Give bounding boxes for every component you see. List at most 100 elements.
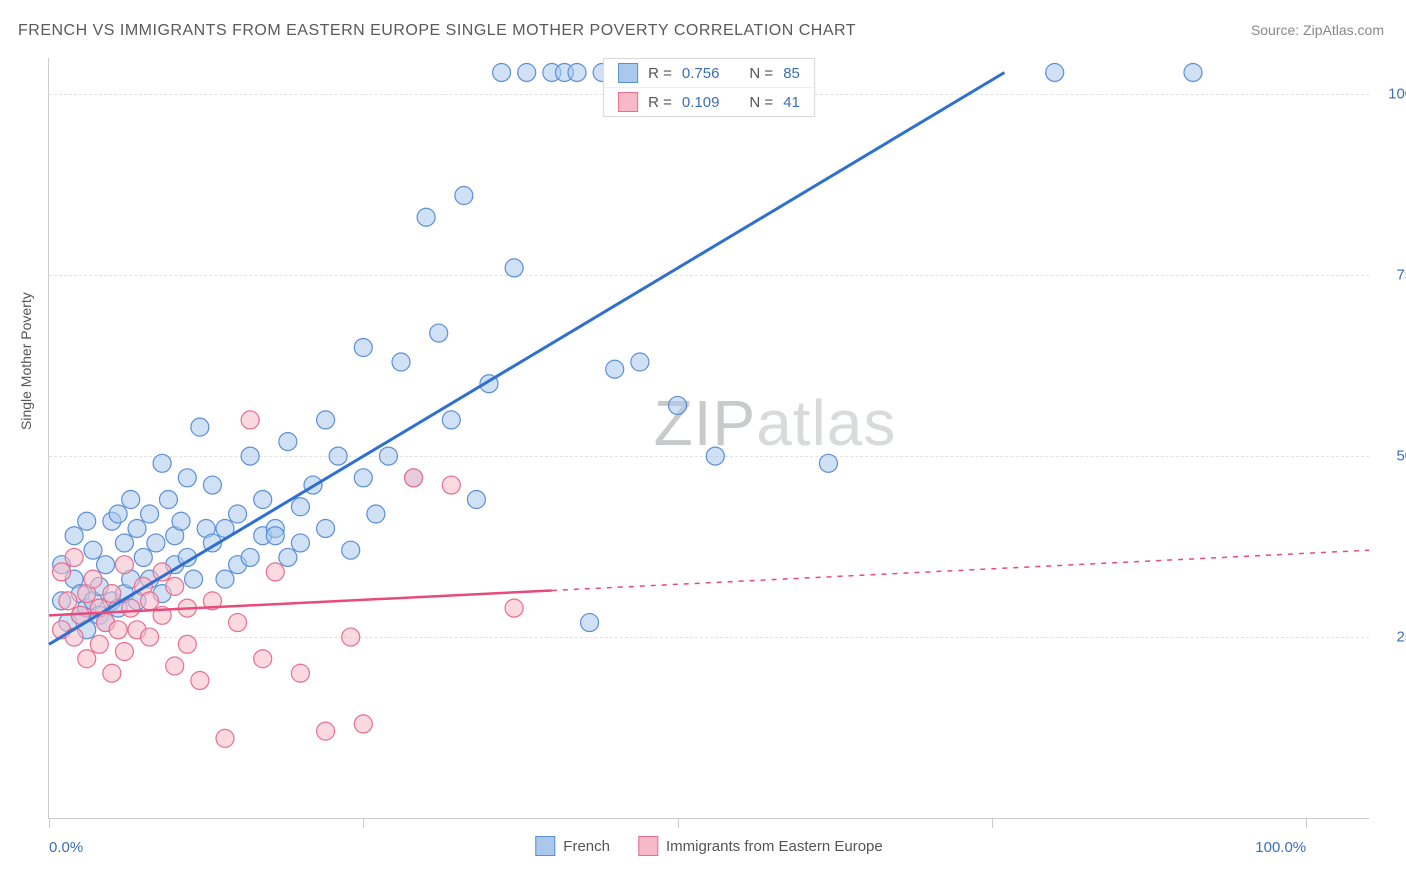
data-point-immigrants [141,628,159,646]
data-point-immigrants [78,650,96,668]
legend-r-french: 0.756 [682,65,720,82]
data-point-french [115,534,133,552]
data-point-immigrants [166,657,184,675]
data-point-french [417,208,435,226]
legend-r-immigrants: 0.109 [682,94,720,111]
x-tick [678,818,679,828]
data-point-french [606,360,624,378]
x-tick [363,818,364,828]
data-point-immigrants [90,635,108,653]
data-point-immigrants [122,599,140,617]
x-tick-label: 100.0% [1255,839,1306,856]
legend-row-french: R = 0.756 N = 85 [604,59,814,88]
data-point-immigrants [65,548,83,566]
data-point-french [1184,63,1202,81]
data-point-immigrants [191,671,209,689]
data-point-french [317,519,335,537]
data-point-french [147,534,165,552]
data-point-french [291,534,309,552]
data-point-immigrants [109,621,127,639]
data-point-immigrants [84,570,102,588]
data-point-french [354,469,372,487]
data-point-french [493,63,511,81]
data-point-french [1046,63,1064,81]
legend-row-immigrants: R = 0.109 N = 41 [604,88,814,116]
data-point-french [254,491,272,509]
data-point-french [455,187,473,205]
data-point-immigrants [115,643,133,661]
data-point-immigrants [442,476,460,494]
data-point-french [203,476,221,494]
data-point-french [78,512,96,530]
legend-r-label: R = [648,94,672,111]
data-point-immigrants [505,599,523,617]
regression-french [49,72,1004,644]
source-label: Source: ZipAtlas.com [1251,22,1384,38]
data-point-french [568,63,586,81]
data-point-french [141,505,159,523]
data-point-french [279,548,297,566]
data-point-immigrants [59,592,77,610]
chart-title: FRENCH VS IMMIGRANTS FROM EASTERN EUROPE… [18,22,856,40]
legend-swatch-immigrants [618,92,638,112]
data-point-french [159,491,177,509]
data-point-immigrants [178,635,196,653]
data-point-french [342,541,360,559]
data-point-french [329,447,347,465]
data-point-french [279,433,297,451]
legend-label-french: French [563,838,610,855]
y-tick-label: 25.0% [1379,629,1406,646]
data-point-french [229,505,247,523]
data-point-immigrants [241,411,259,429]
x-tick-label: 0.0% [49,839,83,856]
data-point-immigrants [291,664,309,682]
data-point-french [172,512,190,530]
data-point-french [153,454,171,472]
data-point-french [669,396,687,414]
data-point-immigrants [53,563,71,581]
data-point-french [97,556,115,574]
data-point-french [430,324,448,342]
data-point-french [109,505,127,523]
legend-r-label: R = [648,65,672,82]
legend-n-label: N = [749,65,773,82]
y-tick-label: 75.0% [1379,267,1406,284]
legend-n-label: N = [749,94,773,111]
data-point-french [128,519,146,537]
y-axis-label: Single Mother Poverty [18,292,34,430]
data-point-immigrants [266,563,284,581]
y-tick-label: 50.0% [1379,448,1406,465]
data-point-french [178,469,196,487]
data-point-french [134,548,152,566]
data-point-french [191,418,209,436]
legend-swatch-french [618,63,638,83]
legend-series: French Immigrants from Eastern Europe [535,836,882,856]
data-point-french [581,614,599,632]
data-point-immigrants [229,614,247,632]
legend-swatch-french-b [535,836,555,856]
data-point-french [216,570,234,588]
data-point-french [241,548,259,566]
data-point-french [379,447,397,465]
data-point-french [317,411,335,429]
data-point-french [241,447,259,465]
legend-stats: R = 0.756 N = 85 R = 0.109 N = 41 [603,58,815,117]
data-point-immigrants [405,469,423,487]
data-point-immigrants [103,664,121,682]
data-point-french [65,527,83,545]
data-point-french [84,541,102,559]
data-point-french [467,491,485,509]
legend-n-immigrants: 41 [783,94,800,111]
data-point-french [631,353,649,371]
data-point-french [291,498,309,516]
data-point-french [819,454,837,472]
legend-item-immigrants: Immigrants from Eastern Europe [638,836,883,856]
data-point-immigrants [103,585,121,603]
data-point-immigrants [141,592,159,610]
data-point-french [354,339,372,357]
data-point-french [392,353,410,371]
plot-svg [49,58,1369,818]
legend-n-french: 85 [783,65,800,82]
legend-swatch-immigrants-b [638,836,658,856]
data-point-french [122,491,140,509]
